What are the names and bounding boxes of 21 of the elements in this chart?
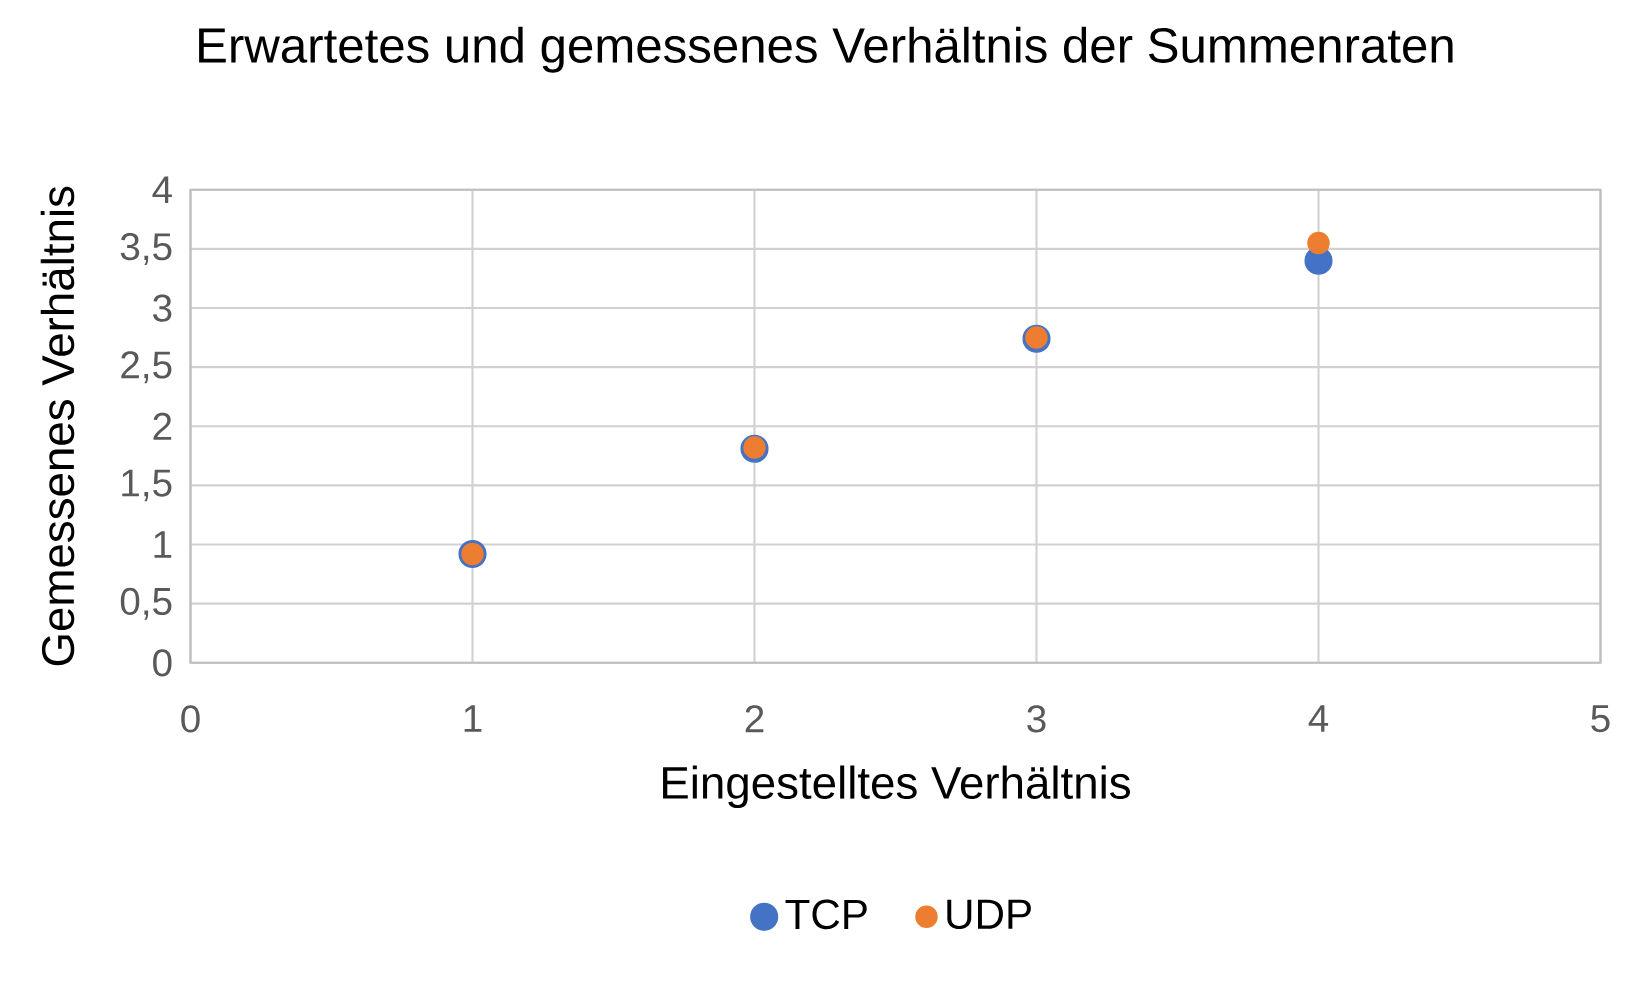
x-tick-label: 1	[464, 705, 482, 732]
y-tick-label: 3,5	[120, 233, 172, 265]
y-tick-label: 1,5	[122, 469, 172, 502]
y-tick-label: 0,5	[120, 587, 172, 620]
y-axis-title: Gemessenes Verhältnis	[40, 186, 75, 666]
point	[1307, 231, 1330, 255]
y-tick-label: 4	[152, 176, 172, 204]
legend-label: TCP	[785, 899, 867, 930]
y-tick-label: 3	[153, 294, 172, 322]
x-axis-title: Eingestelltes Verhältnis	[663, 765, 1131, 809]
x-tick-label: 2	[745, 705, 764, 733]
legend-label: UDP	[947, 899, 1031, 930]
y-tick-label: 2,5	[121, 351, 172, 384]
x-tick-label: 3	[1027, 705, 1046, 733]
y-tick-label: 2	[153, 412, 172, 440]
x-tick-label: 0	[181, 705, 200, 733]
y-tick-label: 1	[154, 531, 172, 558]
x-tick-label: 5	[1591, 705, 1610, 733]
x-tick-label: 4	[1308, 705, 1329, 732]
chart-title: Erwartetes und gemessenes Verhältnis der Summenraten	[199, 26, 1453, 73]
y-tick-label: 0	[153, 649, 172, 677]
